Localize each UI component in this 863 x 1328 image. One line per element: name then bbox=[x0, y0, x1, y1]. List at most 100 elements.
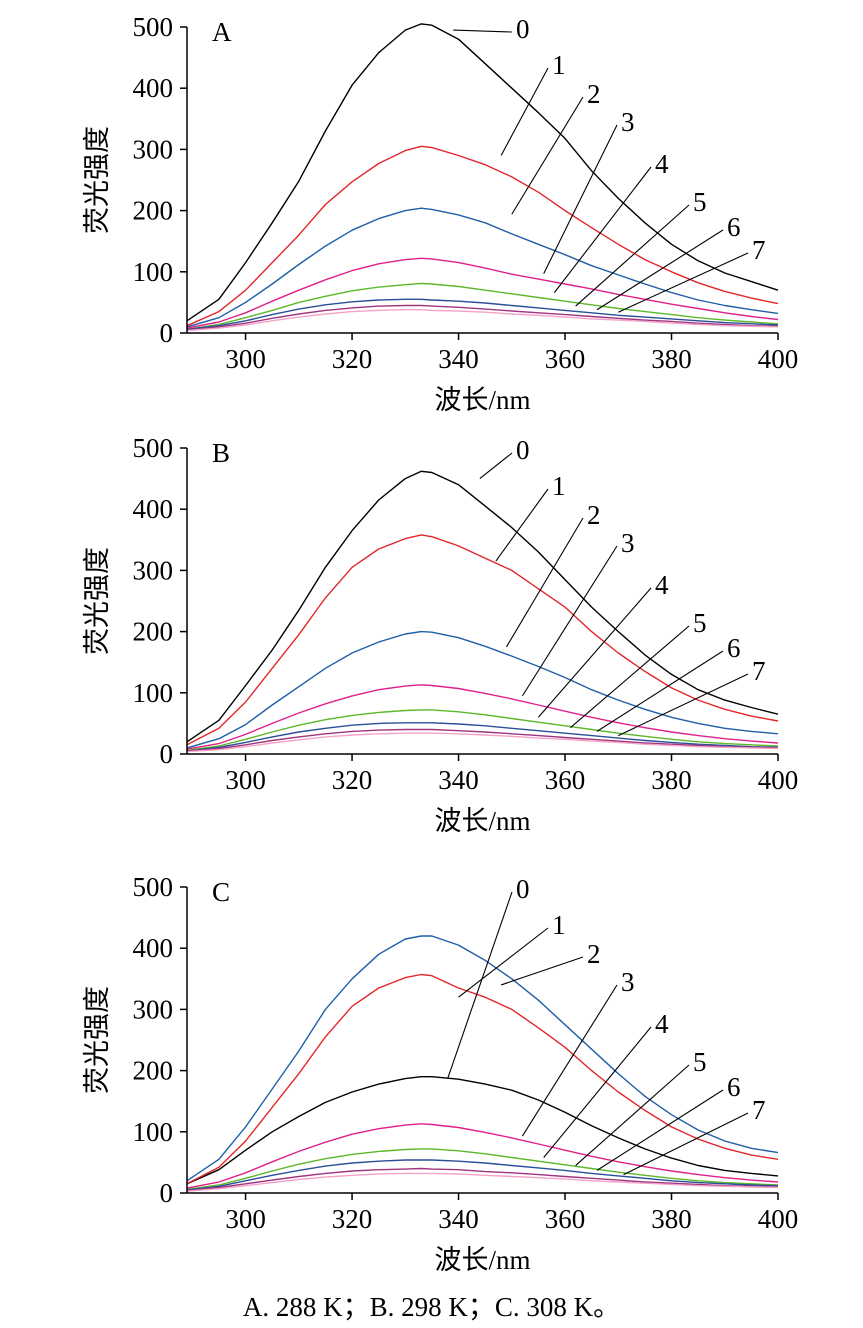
x-tick-label: 320 bbox=[332, 1204, 373, 1234]
x-tick-label: 300 bbox=[225, 1204, 266, 1234]
y-axis-title: 荧光强度 bbox=[82, 126, 112, 234]
y-tick-label: 500 bbox=[133, 12, 174, 42]
y-tick-label: 400 bbox=[133, 73, 174, 103]
series-line-7 bbox=[186, 309, 779, 332]
y-tick-label: 100 bbox=[133, 678, 174, 708]
series-leader-line bbox=[521, 984, 618, 1137]
series-leader-line bbox=[575, 204, 690, 307]
series-line-0 bbox=[186, 470, 779, 743]
series-leader-line bbox=[479, 452, 513, 480]
series-leader-line bbox=[453, 29, 513, 33]
x-tick-label: 400 bbox=[758, 1204, 799, 1234]
y-tick-label: 400 bbox=[133, 494, 174, 524]
series-label-5: 5 bbox=[693, 1047, 707, 1077]
series-line-5 bbox=[186, 722, 779, 752]
x-tick-label: 360 bbox=[545, 765, 586, 795]
series-leader-line bbox=[553, 166, 652, 293]
series-leader-line bbox=[537, 587, 652, 718]
x-tick-label: 300 bbox=[225, 765, 266, 795]
series-leader-line bbox=[569, 625, 690, 729]
series-label-0: 0 bbox=[516, 435, 530, 465]
x-tick-label: 400 bbox=[758, 344, 799, 374]
y-tick-label: 500 bbox=[133, 433, 174, 463]
series-leader-line bbox=[511, 96, 584, 215]
x-axis-title: 波长/nm bbox=[434, 1245, 530, 1275]
series-leader-line bbox=[500, 67, 549, 156]
x-tick-label: 340 bbox=[438, 765, 479, 795]
y-tick-label: 100 bbox=[133, 257, 174, 287]
series-line-6 bbox=[186, 1167, 779, 1192]
series-label-5: 5 bbox=[693, 608, 707, 638]
series-line-5 bbox=[186, 298, 779, 330]
series-leader-line bbox=[543, 1026, 652, 1158]
panel-label: B bbox=[212, 438, 230, 468]
series-label-4: 4 bbox=[655, 1009, 669, 1039]
series-label-3: 3 bbox=[621, 528, 635, 558]
y-axis-title: 荧光强度 bbox=[82, 986, 112, 1094]
series-label-1: 1 bbox=[552, 910, 566, 940]
series-line-6 bbox=[186, 304, 779, 331]
series-line-1 bbox=[186, 534, 779, 746]
series-label-1: 1 bbox=[552, 50, 566, 80]
series-leader-line bbox=[458, 927, 549, 998]
series-label-4: 4 bbox=[655, 149, 669, 179]
y-tick-label: 200 bbox=[133, 196, 174, 226]
y-tick-label: 400 bbox=[133, 933, 174, 963]
series-line-4 bbox=[186, 1148, 779, 1190]
x-tick-label: 320 bbox=[332, 344, 373, 374]
x-tick-label: 360 bbox=[545, 344, 586, 374]
series-line-7 bbox=[186, 1172, 779, 1192]
panel-label: C bbox=[212, 877, 230, 907]
series-line-4 bbox=[186, 282, 779, 330]
series-leader-line bbox=[618, 252, 749, 313]
series-leader-line bbox=[543, 124, 618, 274]
series-line-2 bbox=[186, 207, 779, 328]
series-line-2 bbox=[186, 630, 779, 749]
x-tick-label: 340 bbox=[438, 344, 479, 374]
series-leader-line bbox=[521, 545, 618, 697]
series-line-3 bbox=[186, 257, 779, 329]
series-line-5 bbox=[186, 1159, 779, 1191]
y-tick-label: 0 bbox=[160, 1178, 174, 1208]
y-tick-label: 300 bbox=[133, 134, 174, 164]
panel-label: A bbox=[212, 17, 232, 47]
series-leader-line bbox=[596, 650, 724, 732]
series-leader-line bbox=[500, 956, 584, 986]
x-tick-label: 400 bbox=[758, 765, 799, 795]
series-label-2: 2 bbox=[587, 79, 601, 109]
y-tick-label: 300 bbox=[133, 994, 174, 1024]
y-tick-label: 200 bbox=[133, 617, 174, 647]
series-line-1 bbox=[186, 145, 779, 327]
y-tick-label: 200 bbox=[133, 1056, 174, 1086]
x-tick-label: 320 bbox=[332, 765, 373, 795]
series-label-7: 7 bbox=[752, 1095, 766, 1125]
series-label-7: 7 bbox=[752, 235, 766, 265]
x-tick-label: 340 bbox=[438, 1204, 479, 1234]
series-leader-line bbox=[623, 1112, 749, 1176]
y-axis-title: 荧光强度 bbox=[82, 547, 112, 655]
series-label-0: 0 bbox=[516, 874, 530, 904]
x-tick-label: 380 bbox=[651, 344, 692, 374]
series-line-1 bbox=[186, 973, 779, 1185]
series-leader-line bbox=[618, 673, 749, 737]
y-tick-label: 300 bbox=[133, 555, 174, 585]
series-label-6: 6 bbox=[727, 633, 741, 663]
series-label-2: 2 bbox=[587, 939, 601, 969]
y-tick-label: 0 bbox=[160, 318, 174, 348]
series-line-0 bbox=[186, 1075, 779, 1185]
x-axis-title: 波长/nm bbox=[434, 806, 530, 836]
series-leader-line bbox=[575, 1064, 690, 1166]
series-leader-line bbox=[447, 891, 513, 1079]
series-line-2 bbox=[186, 935, 779, 1182]
y-tick-label: 0 bbox=[160, 739, 174, 769]
x-tick-label: 380 bbox=[651, 765, 692, 795]
series-label-6: 6 bbox=[727, 212, 741, 242]
series-label-5: 5 bbox=[693, 187, 707, 217]
y-tick-label: 500 bbox=[133, 872, 174, 902]
series-leader-line bbox=[505, 517, 584, 648]
x-tick-label: 360 bbox=[545, 1204, 586, 1234]
